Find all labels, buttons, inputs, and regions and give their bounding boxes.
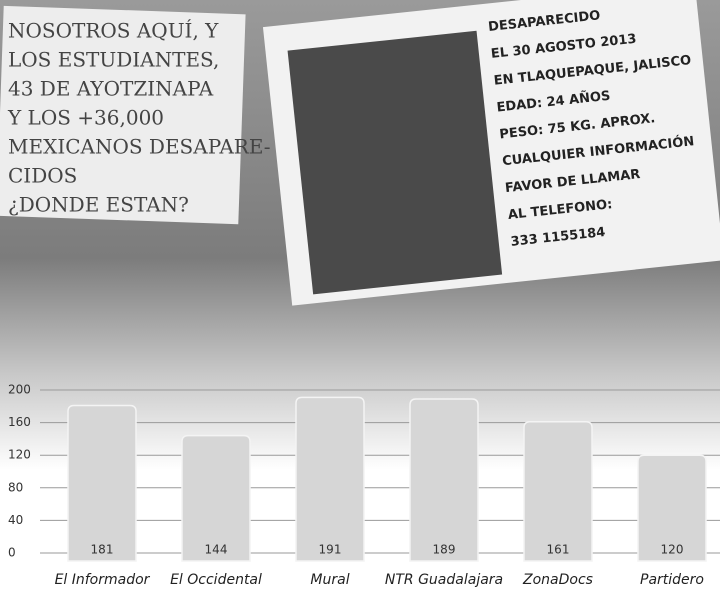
sign-line: LOS ESTUDIANTES, <box>8 48 219 72</box>
y-tick-label: 0 <box>8 546 16 560</box>
value-label: 181 <box>91 543 114 557</box>
chart: NOSOTROS AQUÍ, Y LOS ESTUDIANTES, 43 DE AY… <box>0 0 720 592</box>
x-tick-label: Partidero <box>640 572 704 588</box>
bar <box>68 405 136 561</box>
sign-line: ¿DONDE ESTAN? <box>8 193 189 217</box>
value-label: 161 <box>547 543 570 557</box>
x-tick-label: NTR Guadalajara <box>385 572 503 588</box>
x-tick-label: ZonaDocs <box>522 572 593 588</box>
poster-photo <box>288 31 503 295</box>
bar <box>524 422 592 561</box>
y-tick-label: 80 <box>8 480 23 494</box>
y-tick-label: 160 <box>8 415 31 429</box>
bar <box>296 397 364 561</box>
sign-line: CIDOS <box>8 164 77 188</box>
value-label: 120 <box>661 543 684 557</box>
x-tick-label: Mural <box>310 572 349 588</box>
bar <box>410 399 478 561</box>
y-tick-label: 120 <box>8 448 31 462</box>
x-tick-label: El Occidental <box>170 572 262 588</box>
sign-line: MEXICANOS DESAPARE- <box>8 135 271 159</box>
y-tick-label: 200 <box>8 383 31 397</box>
value-label: 144 <box>205 543 228 557</box>
x-tick-label: El Informador <box>55 572 151 588</box>
value-label: 191 <box>319 543 342 557</box>
sign-line: 43 DE AYOTZINAPA <box>8 77 214 101</box>
value-label: 189 <box>433 543 456 557</box>
sign-line: NOSOTROS AQUÍ, Y <box>8 19 219 43</box>
sign-line: Y LOS +36,000 <box>7 106 164 130</box>
y-tick-label: 40 <box>8 513 23 527</box>
